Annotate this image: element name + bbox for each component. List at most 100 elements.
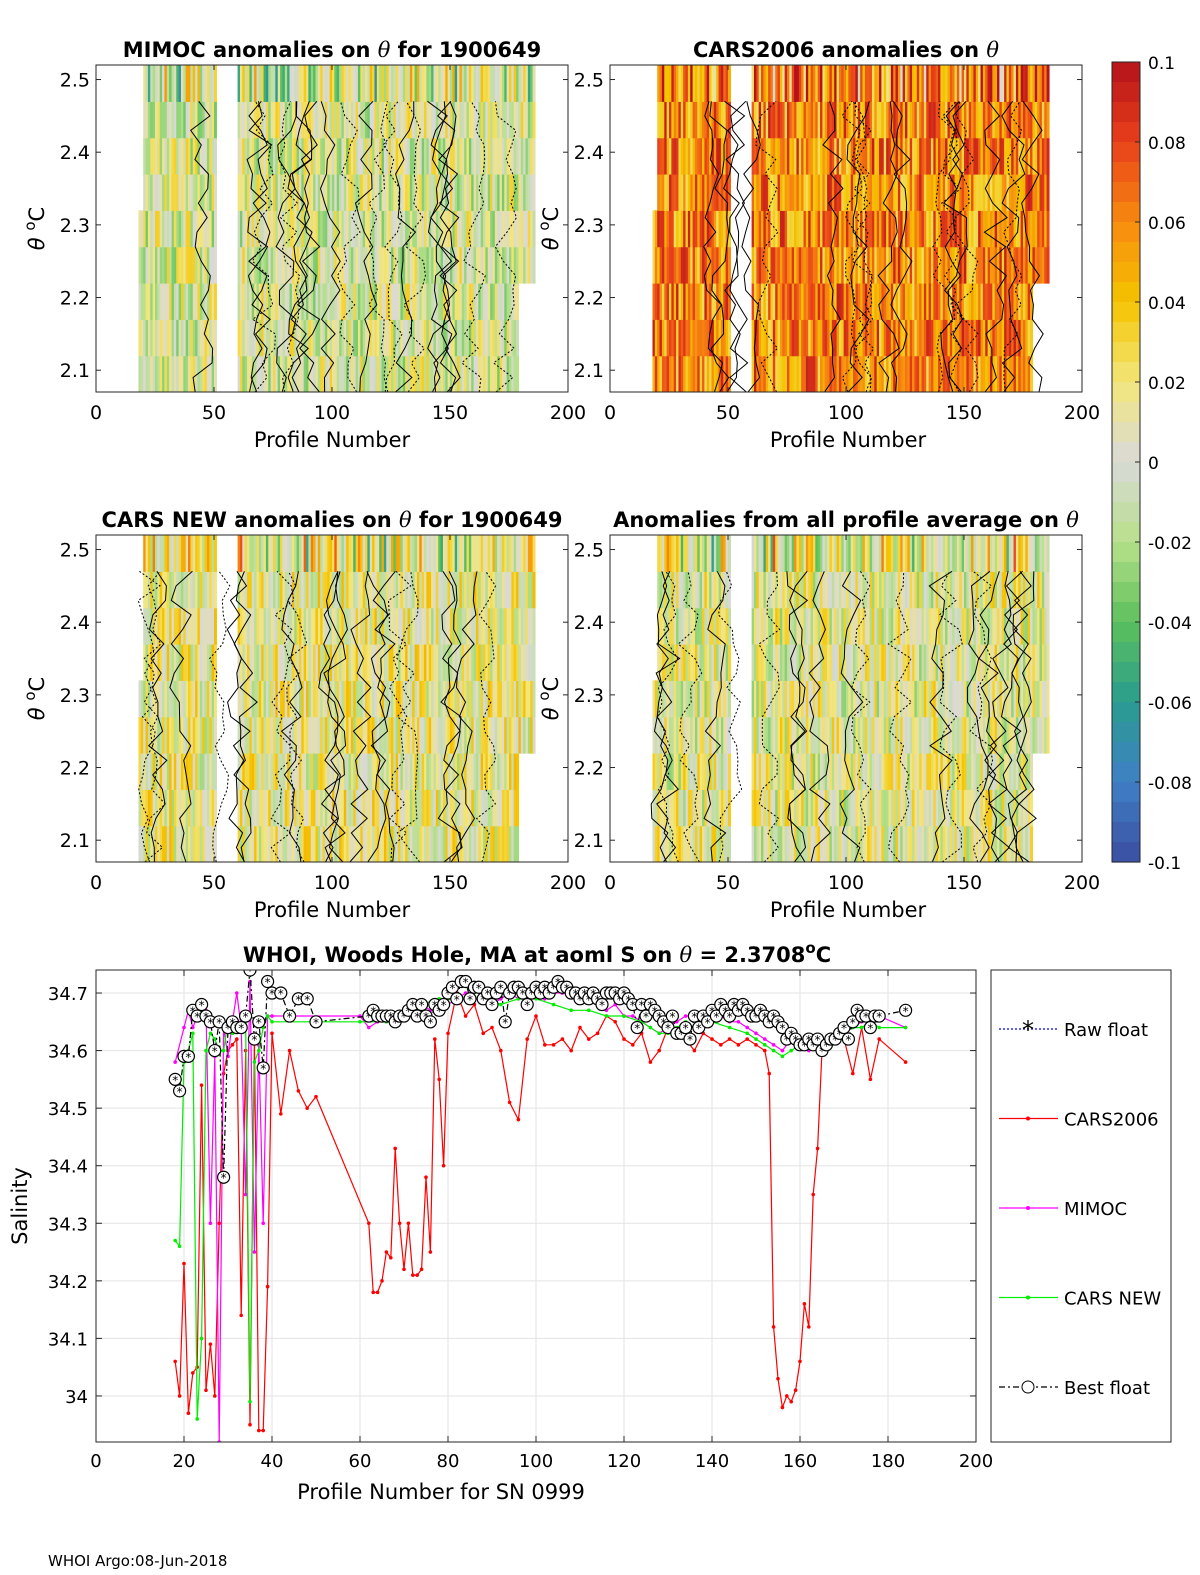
heatmap-cell — [680, 101, 684, 139]
heatmap-cell — [947, 283, 951, 320]
heatmap-cell — [812, 535, 816, 572]
heatmap-cell — [787, 753, 790, 790]
heatmap-cell — [966, 174, 970, 211]
heatmap-cell — [713, 753, 717, 790]
heatmap-cell — [355, 210, 359, 248]
heatmap-cell — [178, 680, 182, 718]
heatmap-cell — [511, 680, 515, 718]
heatmap-cell — [661, 174, 665, 211]
heatmap-cell — [190, 644, 194, 681]
heatmap-cell — [777, 283, 781, 320]
heatmap-cell — [822, 789, 826, 827]
heatmap-cell — [763, 355, 767, 392]
heatmap-cell — [301, 789, 305, 827]
heatmap-cell — [398, 644, 402, 681]
heatmap-cell — [923, 65, 927, 102]
heatmap-cell — [666, 101, 670, 139]
heatmap-cell — [289, 174, 293, 211]
heatmap-cell — [815, 246, 819, 284]
heatmap-cell — [831, 246, 835, 284]
heatmap-cell — [296, 716, 300, 754]
heatmap-cell — [720, 174, 724, 211]
heatmap-cell — [447, 65, 451, 102]
heatmap-cell — [391, 644, 394, 681]
heatmap-cell — [711, 355, 715, 392]
heatmap-cell — [661, 644, 665, 681]
heatmap-cell — [247, 535, 250, 572]
heatmap-cell — [209, 246, 213, 284]
heatmap-cell — [303, 571, 307, 609]
heatmap-cell — [513, 825, 517, 862]
heatmap-cell — [685, 716, 689, 754]
heatmap-cell — [678, 101, 682, 139]
heatmap-cell — [383, 535, 387, 572]
heatmap-cell — [473, 644, 477, 681]
heatmap-cell — [494, 174, 498, 211]
heatmap-cell — [244, 535, 248, 572]
heatmap-cell — [294, 283, 298, 320]
heatmap-cell — [796, 571, 800, 609]
heatmap-cell — [369, 137, 373, 175]
heatmap-cell — [909, 101, 913, 139]
heatmap-cell — [166, 210, 170, 248]
heatmap-cell — [313, 283, 317, 320]
heatmap-cell — [968, 210, 972, 248]
heatmap-cell — [966, 283, 970, 320]
heatmap-cell — [202, 607, 206, 645]
heatmap-cell — [893, 283, 897, 320]
heatmap-cell — [445, 680, 449, 718]
heatmap-cell — [362, 283, 366, 320]
heatmap-cell — [355, 355, 359, 392]
heatmap-cell — [308, 210, 312, 248]
heatmap-cell — [440, 210, 444, 248]
heatmap-cell — [466, 246, 470, 284]
heatmap-cell — [1020, 355, 1024, 392]
heatmap-cell — [815, 753, 819, 790]
heatmap-cell — [362, 825, 366, 862]
heatmap-cell — [775, 65, 779, 102]
heatmap-cell — [501, 716, 505, 754]
heatmap-cell — [409, 246, 413, 284]
heatmap-cell — [928, 174, 932, 211]
heatmap-cell — [914, 210, 918, 248]
heatmap-cell — [831, 680, 835, 718]
heatmap-cell — [501, 65, 505, 102]
heatmap-cell — [829, 101, 833, 139]
heatmap-cell — [713, 246, 717, 284]
heatmap-cell — [673, 680, 677, 718]
heatmap-cell — [178, 716, 182, 754]
heatmap-cell — [525, 716, 529, 754]
heatmap-cell — [258, 789, 262, 827]
heatmap-cell — [353, 283, 357, 320]
heatmap-cell — [690, 716, 694, 754]
heatmap-cell — [282, 535, 286, 572]
heatmap-cell — [796, 716, 800, 754]
heatmap-cell — [692, 644, 696, 681]
heatmap-cell — [280, 716, 284, 754]
heatmap-cell — [687, 101, 691, 139]
heatmap-cell — [483, 535, 486, 572]
heatmap-cell — [247, 789, 250, 827]
heatmap-cell — [301, 246, 305, 284]
heatmap-cell — [669, 571, 672, 609]
y-axis-label: θ oC — [535, 207, 563, 250]
heatmap-cell — [398, 535, 402, 572]
heatmap-cell — [930, 283, 934, 320]
heatmap-cell — [827, 210, 831, 248]
heatmap-cell — [254, 571, 258, 609]
heatmap-cell — [143, 319, 147, 357]
heatmap-cell — [211, 137, 215, 175]
heatmap-cell — [301, 753, 305, 790]
heatmap-cell — [138, 789, 142, 827]
heatmap-cell — [820, 607, 823, 645]
heatmap-cell — [770, 137, 774, 175]
heatmap-cell — [461, 789, 465, 827]
heatmap-cell — [1023, 101, 1026, 139]
heatmap-cell — [718, 571, 722, 609]
heatmap-cell — [817, 607, 821, 645]
heatmap-cell — [466, 283, 470, 320]
heatmap-cell — [372, 210, 376, 248]
heatmap-cell — [779, 825, 783, 862]
heatmap-cell — [673, 789, 677, 827]
heatmap-cell — [152, 246, 156, 284]
